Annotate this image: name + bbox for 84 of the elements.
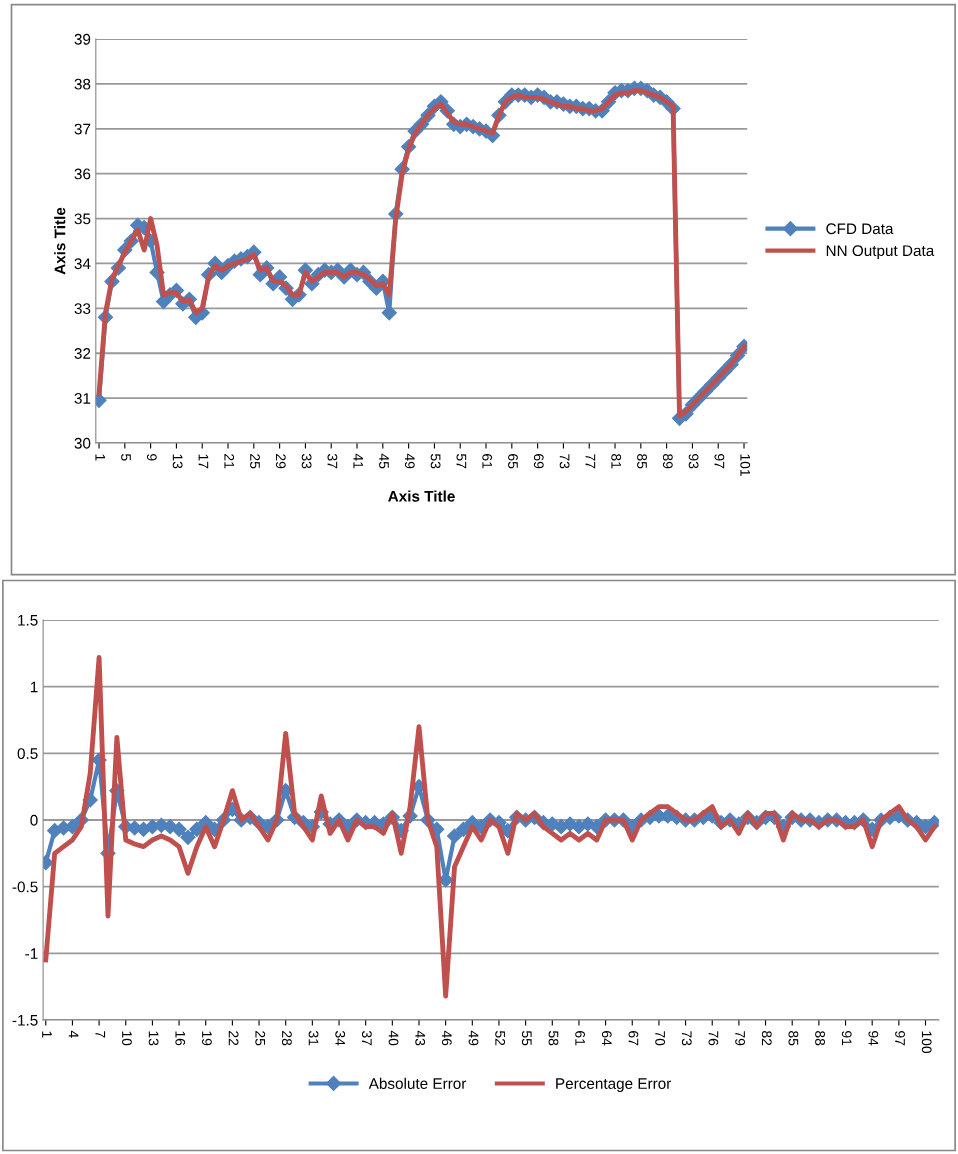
x-tick-label: 79 — [735, 1031, 746, 1046]
x-tick-label: 46 — [441, 1030, 452, 1046]
x-tick-label: 16 — [175, 1031, 186, 1046]
y-tick-label: 34 — [74, 258, 91, 270]
x-tick-label: 57 — [456, 453, 467, 469]
legend-label: NN Output Data — [826, 245, 935, 260]
x-tick-label: 55 — [521, 1030, 532, 1046]
y-tick-label: 30 — [74, 437, 91, 449]
x-tick-label: 9 — [146, 454, 157, 461]
x-tick-label: 52 — [495, 1030, 506, 1046]
x-tick-label: 97 — [895, 1031, 905, 1046]
y-tick-label: -0.5 — [12, 881, 38, 893]
y-tick-label: 0.5 — [17, 748, 38, 760]
x-tick-label: 65 — [508, 454, 518, 469]
x-tick-label: 37 — [361, 1030, 372, 1046]
x-tick-label: 5 — [121, 453, 131, 461]
y-tick-label: -1 — [25, 948, 38, 959]
x-tick-label: 29 — [275, 454, 286, 469]
legend-label: Absolute Error — [368, 1077, 467, 1089]
y-tick-label: 37 — [74, 123, 91, 135]
y-tick-label: 31 — [74, 392, 91, 404]
x-tick-label: 1 — [42, 1031, 52, 1038]
y-tick-label: 32 — [74, 348, 91, 359]
y-tick-label: -1.5 — [12, 1015, 38, 1026]
x-tick-label: 28 — [281, 1031, 292, 1046]
x-tick-label: 85 — [637, 454, 647, 469]
y-tick-label: 33 — [74, 303, 91, 315]
y-tick-label: 0 — [30, 814, 38, 826]
x-tick-label: 40 — [388, 1030, 399, 1046]
x-tick-label: 17 — [198, 454, 209, 469]
y-tick-label: 38 — [74, 78, 91, 90]
x-tick-label: 22 — [228, 1031, 239, 1046]
x-tick-label: 67 — [628, 1031, 639, 1046]
x-tick-label: 25 — [250, 454, 260, 469]
x-tick-label: 93 — [688, 454, 699, 469]
x-tick-label: 89 — [662, 454, 673, 469]
x-tick-label: 13 — [172, 454, 183, 469]
x-tick-label: 41 — [353, 453, 363, 469]
line-series — [43, 654, 937, 999]
x-tick-label: 100 — [921, 1031, 932, 1054]
x-tick-label: 73 — [681, 1031, 692, 1046]
x-tick-label: 64 — [601, 1031, 612, 1046]
legend-label: Percentage Error — [556, 1078, 672, 1092]
x-tick-label: 33 — [301, 453, 312, 469]
x-tick-label: 49 — [404, 453, 415, 469]
x-tick-label: 10 — [122, 1031, 132, 1046]
y-tick-label: 1.5 — [18, 615, 38, 626]
x-tick-label: 34 — [335, 1030, 346, 1046]
x-tick-label: 45 — [379, 453, 389, 469]
x-tick-label: 7 — [95, 1031, 106, 1038]
x-tick-label: 13 — [148, 1031, 159, 1046]
x-tick-label: 82 — [761, 1031, 772, 1046]
x-tick-label: 61 — [575, 1031, 586, 1046]
x-tick-label: 81 — [611, 454, 622, 469]
x-tick-label: 101 — [740, 454, 751, 476]
y-tick-label: 1 — [30, 681, 38, 693]
y-tick-label: 35 — [74, 213, 91, 225]
x-tick-label: 97 — [714, 454, 725, 469]
x-tick-label: 31 — [308, 1030, 319, 1046]
y-axis-title: Axis Title — [54, 207, 66, 275]
x-tick-label: 70 — [655, 1031, 666, 1046]
x-tick-label: 1 — [95, 454, 105, 461]
x-tick-label: 77 — [585, 454, 596, 469]
x-tick-label: 85 — [788, 1031, 799, 1046]
x-tick-label: 61 — [482, 454, 493, 469]
x-tick-label: 43 — [415, 1030, 426, 1046]
x-tick-label: 19 — [202, 1031, 212, 1046]
x-tick-label: 73 — [559, 454, 570, 469]
x-tick-label: 53 — [430, 453, 441, 469]
x-axis-title: Axis Title — [388, 490, 455, 502]
x-tick-label: 4 — [68, 1030, 79, 1038]
x-tick-label: 37 — [327, 453, 338, 469]
x-tick-label: 69 — [533, 454, 544, 469]
x-tick-label: 49 — [468, 1030, 479, 1046]
legend-label: CFD Data — [826, 223, 894, 235]
x-tick-label: 91 — [841, 1031, 852, 1046]
x-tick-label: 88 — [815, 1031, 825, 1046]
y-tick-label: 36 — [74, 168, 91, 180]
x-tick-label: 94 — [868, 1031, 879, 1046]
x-tick-label: 25 — [255, 1031, 266, 1046]
x-tick-label: 76 — [708, 1031, 719, 1046]
x-tick-label: 58 — [548, 1030, 559, 1046]
y-tick-label: 39 — [74, 33, 91, 45]
x-tick-label: 21 — [224, 454, 235, 469]
